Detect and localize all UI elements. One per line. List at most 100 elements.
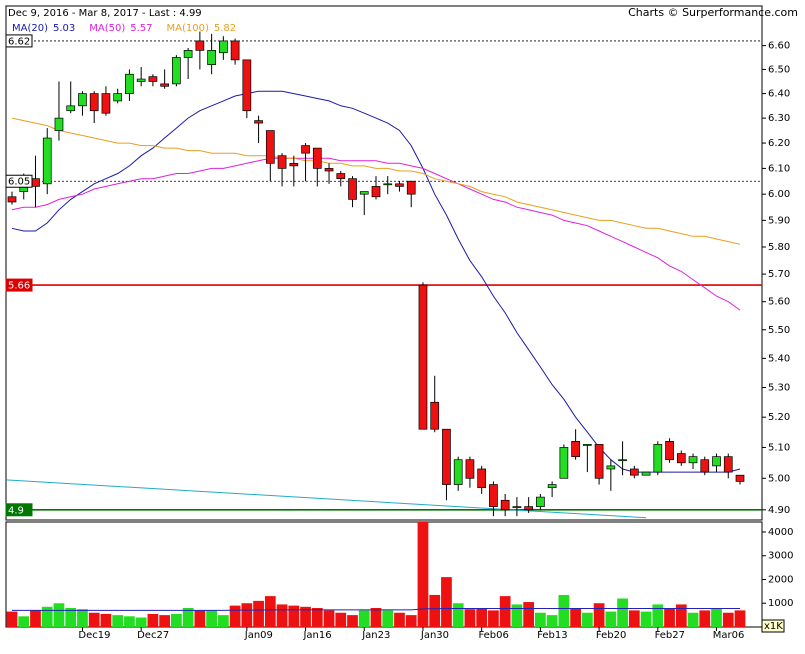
volume-bar bbox=[264, 596, 276, 627]
volume-plot bbox=[6, 522, 746, 627]
legend-name: MA(50) bbox=[89, 23, 125, 34]
volume-bar bbox=[605, 611, 617, 627]
candle-body bbox=[629, 468, 639, 476]
x-tick-label: Feb27 bbox=[655, 630, 685, 641]
legend-name: MA(100) bbox=[167, 23, 209, 34]
volume-bar bbox=[394, 612, 405, 627]
legend-value: 5.82 bbox=[214, 23, 236, 34]
volume-bar bbox=[253, 600, 264, 627]
x-tick-label: Feb13 bbox=[537, 630, 567, 641]
candle-body bbox=[465, 459, 475, 479]
volume-unit-box bbox=[761, 619, 785, 633]
x-tick-label: Jan23 bbox=[361, 630, 390, 641]
volume-tick-label: 4000 bbox=[768, 527, 793, 538]
candle-body bbox=[500, 499, 510, 511]
candle-body bbox=[676, 453, 686, 464]
volume-bar bbox=[570, 607, 581, 627]
volume-bar bbox=[687, 612, 699, 627]
legend-value: 5.57 bbox=[130, 23, 152, 34]
volume-ma-line bbox=[12, 608, 740, 611]
volume-bar bbox=[6, 611, 18, 627]
candle-body bbox=[113, 93, 123, 102]
candle-body bbox=[54, 117, 64, 131]
volume-tick-label: 1000 bbox=[768, 598, 793, 609]
candle-body bbox=[653, 444, 663, 473]
volume-bar bbox=[640, 611, 652, 627]
candle-body bbox=[571, 440, 580, 457]
volume-bar bbox=[65, 607, 77, 627]
candle-body bbox=[665, 440, 674, 461]
candle-body bbox=[688, 456, 698, 464]
volume-bar bbox=[523, 602, 535, 627]
x-tick-label: Feb20 bbox=[596, 630, 626, 641]
y-tick-label: 5.90 bbox=[768, 215, 790, 226]
x-tick-label: Jan30 bbox=[420, 630, 449, 641]
volume-unit: x1K bbox=[764, 621, 783, 632]
trendline bbox=[6, 479, 647, 519]
candle-body bbox=[512, 506, 522, 508]
level-label-box bbox=[5, 278, 33, 292]
chart-title: Dec 9, 2016 - Mar 8, 2017 - Last : 4.99 bbox=[8, 8, 202, 19]
volume-bar bbox=[358, 610, 370, 627]
candle-body bbox=[242, 59, 252, 112]
candle-body bbox=[66, 105, 76, 112]
candle-body bbox=[148, 76, 158, 82]
volume-bar bbox=[135, 617, 147, 627]
candle-body bbox=[477, 468, 487, 489]
volume-bar bbox=[288, 605, 300, 627]
y-tick-label: 5.30 bbox=[768, 382, 790, 393]
candle-body bbox=[324, 168, 334, 172]
level-label-box bbox=[5, 34, 33, 48]
volume-bar bbox=[171, 613, 182, 627]
volume-bar bbox=[722, 612, 734, 627]
x-tick-label: Jan09 bbox=[244, 630, 273, 641]
x-tick-label: Feb06 bbox=[478, 630, 508, 641]
volume-bar bbox=[652, 604, 664, 627]
candle-body bbox=[641, 471, 651, 476]
volume-bar bbox=[217, 615, 229, 627]
volume-bar bbox=[276, 604, 288, 627]
volume-bar bbox=[429, 594, 441, 627]
volume-bar bbox=[699, 610, 711, 627]
y-tick-label: 5.50 bbox=[768, 325, 790, 336]
y-tick-label: 5.10 bbox=[768, 442, 790, 453]
y-tick-label: 5.80 bbox=[768, 242, 790, 253]
volume-bar bbox=[558, 594, 570, 627]
x-tick-label: Dec19 bbox=[78, 630, 110, 641]
volume-bar bbox=[382, 610, 394, 627]
candle-body bbox=[359, 191, 369, 195]
candle-body bbox=[442, 428, 451, 485]
candle-body bbox=[160, 83, 169, 87]
y-tick-label: 5.00 bbox=[768, 473, 790, 484]
candle-body bbox=[219, 40, 228, 54]
y-tick-label: 5.40 bbox=[768, 353, 790, 364]
volume-bar bbox=[417, 522, 429, 627]
candle-body bbox=[265, 130, 275, 164]
candle-body bbox=[42, 137, 52, 185]
volume-bar bbox=[100, 613, 112, 627]
candle-body bbox=[183, 50, 193, 58]
candle-body bbox=[618, 459, 627, 462]
y-tick-label: 6.10 bbox=[768, 163, 790, 174]
volume-bar bbox=[405, 615, 417, 627]
candle-body bbox=[195, 40, 205, 51]
volume-bar bbox=[112, 615, 124, 627]
candle-body bbox=[406, 180, 416, 195]
candle-body bbox=[136, 78, 146, 82]
volume-bar bbox=[593, 603, 605, 627]
volume-bar bbox=[18, 616, 30, 627]
volume-bar bbox=[311, 607, 323, 627]
candle-body bbox=[312, 147, 322, 169]
price-panel bbox=[5, 5, 763, 521]
candle-body bbox=[723, 456, 733, 473]
legend-value: 5.03 bbox=[53, 23, 75, 34]
legend-name: MA(20) bbox=[12, 23, 48, 34]
volume-bar bbox=[229, 605, 241, 627]
candle-body bbox=[606, 465, 616, 470]
candle-body bbox=[453, 459, 463, 485]
volume-bar bbox=[300, 606, 311, 627]
volume-bar bbox=[535, 612, 546, 627]
x-tick-label: Jan16 bbox=[302, 630, 331, 641]
candle-body bbox=[254, 120, 263, 124]
